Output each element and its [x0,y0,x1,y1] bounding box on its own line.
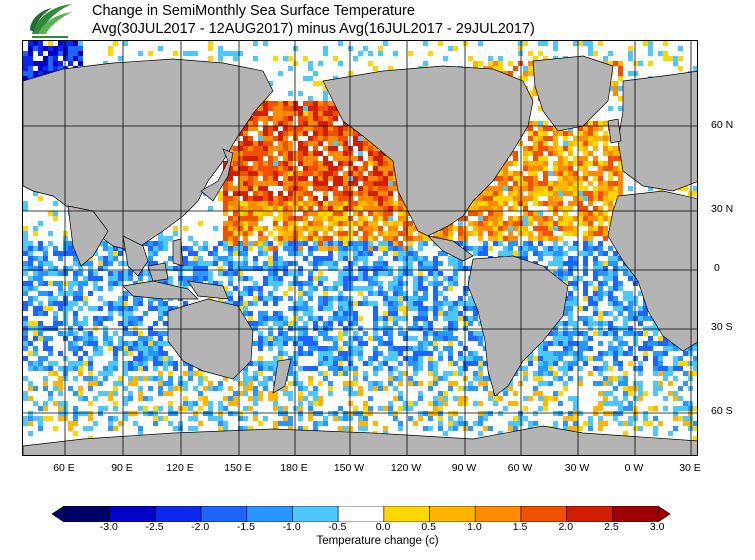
sst-change-map [22,40,698,456]
land-new-guinea [187,280,229,300]
colorbar-swatch [337,506,385,522]
colorbar-swatch [292,506,339,522]
chart-title: Change in SemiMonthly Sea Surface Temper… [92,2,535,38]
land-africa [607,190,697,352]
colorbar-swatch [246,506,293,522]
colorbar-high-arrow [657,506,670,522]
lon-label: 90 W [451,462,477,474]
colorbar-swatch [200,506,248,522]
colorbar-swatch [612,506,659,522]
colorbar-tick-label: 1.5 [512,521,528,533]
land-australia [167,298,254,380]
lat-label-60s: 60 S [711,405,733,417]
lat-label-30s: 30 S [711,321,733,333]
graticule [23,41,697,455]
colorbar-swatch [520,506,567,522]
lat-label-60n: 60 N [711,119,734,131]
lat-label-30n: 30 N [711,203,734,215]
lon-label: 60 W [507,462,533,474]
colorbar-title: Temperature change (c) [316,535,439,547]
land-south-america [467,255,569,397]
colorbar-tick-label: -1.0 [282,521,301,533]
colorbar-tick-label: -1.5 [236,521,255,533]
title-line-2: Avg(30JUL2017 - 12AUG2017) minus Avg(16J… [92,21,535,37]
colorbar-tick-label: -0.5 [328,521,347,533]
colorbar-tick-label: 1.0 [467,521,482,533]
lon-label: 120 W [390,462,422,474]
colorbar-tick-label: 3.0 [649,521,665,533]
colorbar-swatch [63,506,110,522]
title-line-1: Change in SemiMonthly Sea Surface Temper… [92,3,415,19]
colorbar-tick-label: -3.0 [99,521,118,533]
land-uk [607,118,622,144]
land-japan [200,148,234,202]
land-se-asia [122,235,149,277]
colorbar-swatch [566,506,613,522]
colorbar-tick-label: 2.0 [558,521,574,533]
colorbar-swatch [109,506,156,522]
colorbar-tick-label: -2.5 [145,521,164,533]
colorbar [52,506,670,522]
noaa-logo-icon [30,4,72,38]
lat-label-equator: 0 [714,262,720,274]
land-europe [617,70,697,192]
lon-label: 60 E [53,462,75,474]
lon-label: 150 W [333,462,365,474]
lon-label: 30 E [679,462,701,474]
lon-label: 90 E [111,462,133,474]
land-borneo [147,262,169,282]
land-philippines [172,238,184,267]
colorbar-tick-label: 0.5 [421,521,436,533]
map-canvas [23,41,697,455]
lon-label: 180 E [280,462,308,474]
land-masses [23,55,697,455]
lon-label: 120 E [166,462,194,474]
lon-label: 150 E [224,462,252,474]
colorbar-swatch [474,506,522,522]
colorbar-low-arrow [52,506,65,522]
land-antarctica [23,425,697,455]
colorbar-tick-label: 0.0 [375,521,391,533]
lon-label: 0 W [624,462,644,474]
land-new-zealand [272,358,292,394]
colorbar-swatch [155,506,202,522]
lon-label: 30 W [564,462,590,474]
colorbar-tick-label: 2.5 [604,521,619,533]
land-central-america [426,235,474,262]
colorbar-swatch [383,506,430,522]
land-asia [23,58,274,252]
colorbar-tick-label: -2.0 [191,521,210,533]
land-north-america [322,65,534,237]
colorbar-swatch [429,506,476,522]
